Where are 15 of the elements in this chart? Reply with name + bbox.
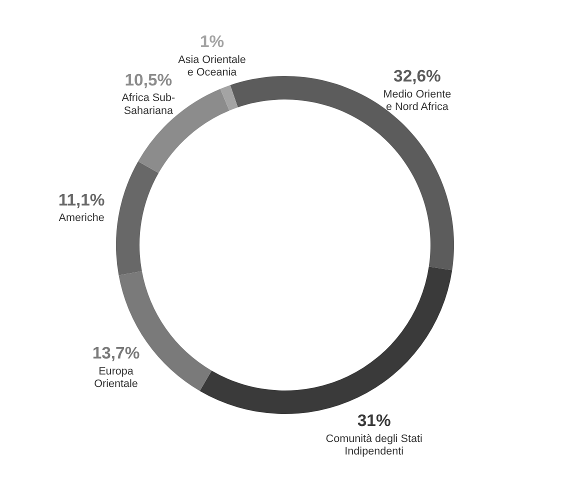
donut-slice — [200, 266, 452, 414]
slice-label: Europa Orientale — [94, 365, 138, 390]
donut-slice — [116, 161, 159, 276]
slice-label: Africa Sub- Sahariana — [122, 92, 176, 117]
slice-label: Medio Oriente e Nord Africa — [383, 88, 452, 114]
data-label: 32,6% — [394, 66, 442, 86]
data-label: 31% — [357, 411, 391, 430]
slice-label: Comunità degli Stati Indipendenti — [326, 432, 422, 458]
data-label: 10,5% — [124, 70, 172, 90]
slice-label: Asia Orientale e Oceania — [178, 54, 246, 79]
donut-slice — [220, 85, 238, 111]
data-label: 11,1% — [58, 190, 105, 210]
data-label: 1% — [200, 32, 224, 52]
slice-label: Americhe — [58, 212, 104, 224]
data-label: 13,7% — [92, 344, 140, 363]
